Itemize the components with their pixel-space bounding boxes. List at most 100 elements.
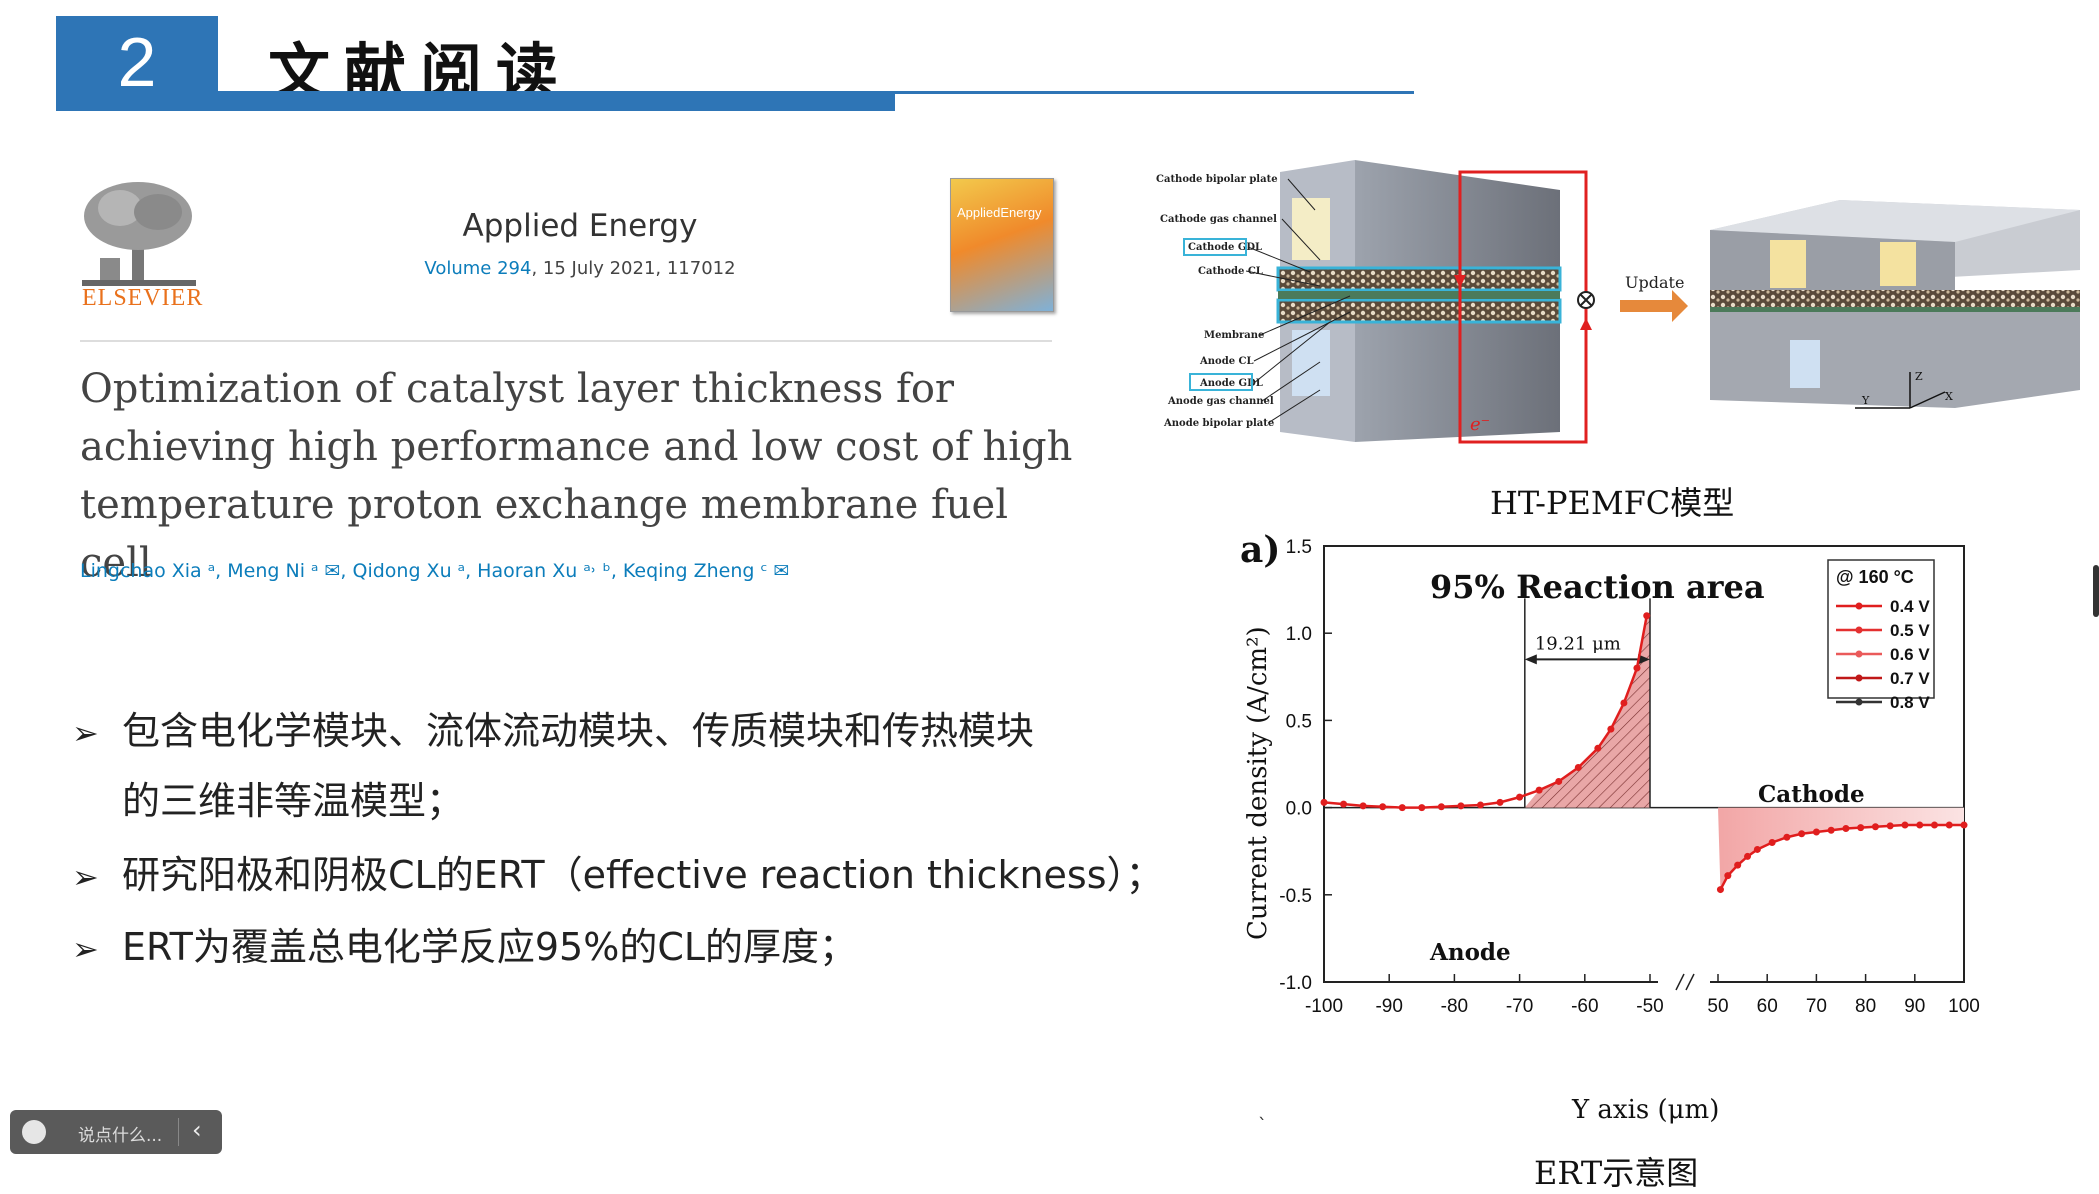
y-tick-label: 0.5 (1286, 711, 1312, 732)
bullet-item: ➢ 包含电化学模块、流体流动模块、传质模块和传热模块 (72, 700, 1034, 755)
axis-break-gap (1658, 978, 1710, 986)
data-point (1724, 872, 1732, 880)
x-tick-label: 100 (1948, 996, 1980, 1017)
ert-arrow-left-icon (1524, 654, 1537, 665)
label-cathode-gdl: Cathode GDL (1188, 242, 1262, 253)
paper-title-line: achieving high performance and low cost … (80, 424, 1073, 470)
axis-break-mark (1675, 973, 1685, 991)
electron-label: e⁻ (1470, 414, 1490, 435)
side-handle[interactable] (2093, 565, 2099, 617)
data-point (1340, 800, 1348, 808)
data-point (1574, 763, 1582, 771)
x-tick-label: -90 (1375, 996, 1402, 1017)
data-point (1716, 886, 1724, 894)
journal-volume: Volume 294, 15 July 2021, 117012 (340, 258, 820, 279)
data-point (1886, 822, 1894, 830)
volume-link[interactable]: Volume 294 (424, 258, 532, 279)
data-point (1535, 786, 1543, 794)
label-cathode-bipolar-plate: Cathode bipolar plate (1156, 174, 1278, 185)
x-tick-label: -100 (1305, 996, 1343, 1017)
x-tick-label: 80 (1855, 996, 1876, 1017)
legend-title: @ 160 °C (1836, 567, 1914, 587)
journal-cover: AppliedEnergy (950, 178, 1054, 312)
data-point (1607, 725, 1615, 733)
card-divider (80, 340, 1052, 342)
bullet-arrow-icon: ➢ (72, 930, 99, 968)
data-point (1783, 833, 1791, 841)
data-point (1744, 852, 1752, 860)
bullet-text: 研究阳极和阴极CL的ERT（effective reaction thickne… (122, 853, 1164, 897)
chevron-left-icon[interactable]: ‹ (192, 1116, 202, 1144)
x-tick-label: -80 (1441, 996, 1468, 1017)
comment-box[interactable]: 说点什么... ‹ (10, 1110, 222, 1154)
y-tick-label: 1.5 (1286, 537, 1312, 558)
label-cathode-gas-channel: Cathode gas channel (1160, 214, 1277, 225)
membrane-layer (1278, 291, 1560, 299)
anode-cl-outline (1276, 298, 1562, 324)
data-point (1842, 825, 1850, 833)
cathode-region-label: Cathode (1758, 781, 1865, 808)
data-point (1753, 845, 1761, 853)
cathode-cl-outline (1276, 266, 1562, 292)
anode-channel (1292, 330, 1330, 396)
legend-marker (1855, 650, 1863, 658)
comment-placeholder[interactable]: 说点什么... (78, 1126, 163, 1146)
emoji-icon[interactable] (22, 1120, 46, 1144)
bullet-text-continued: 的三维非等温模型； (122, 779, 465, 823)
anode-region-label: Anode (1429, 939, 1511, 966)
data-point (1734, 861, 1742, 869)
legend-label: 0.5 V (1890, 621, 1930, 640)
x-tick-label: -50 (1636, 996, 1663, 1017)
author-list[interactable]: Lingchao Xia ᵃ, Meng Ni ᵃ ✉, Qidong Xu ᵃ… (80, 560, 790, 582)
y-tick-label: -0.5 (1279, 886, 1312, 907)
data-point (1359, 802, 1367, 810)
x-tick-label: 70 (1806, 996, 1827, 1017)
legend-marker (1855, 602, 1863, 610)
ert-arrow-right-icon (1638, 654, 1650, 665)
update-arrow-icon (1620, 290, 1688, 322)
panel-label: a) (1240, 529, 1280, 571)
stray-mark: ` (1258, 1115, 1267, 1136)
data-point (1555, 777, 1563, 785)
data-point (1871, 823, 1879, 831)
bullet-arrow-icon: ➢ (72, 858, 99, 896)
data-point (1418, 804, 1426, 812)
anode-shaded-area (1524, 615, 1650, 808)
y-tick-label: 0.0 (1286, 799, 1312, 820)
update-label: Update (1625, 273, 1684, 292)
data-point (1398, 804, 1406, 812)
section-number: 2 (56, 16, 218, 101)
chart-inner-title: 95% Reaction area (1430, 568, 1765, 606)
label-anode-gas-channel: Anode gas channel (1167, 396, 1274, 407)
data-point (1945, 821, 1953, 829)
legend-marker (1855, 698, 1863, 706)
data-point (1476, 801, 1484, 809)
legend-marker (1855, 674, 1863, 682)
label-membrane: Membrane (1204, 330, 1264, 341)
x-tick-label: -60 (1571, 996, 1598, 1017)
axis-z-label: Z (1915, 370, 1923, 383)
anode-cl-layer (1278, 300, 1560, 322)
label-anode-gdl: Anode GDL (1199, 378, 1263, 389)
legend-label: 0.4 V (1890, 597, 1930, 616)
data-point (1827, 826, 1835, 834)
legend-label: 0.8 V (1890, 693, 1930, 712)
cathode-shaded-area (1718, 807, 1964, 890)
data-point (1437, 803, 1445, 811)
paper-title: Optimization of catalyst layer thickness… (80, 360, 1080, 592)
chart-x-label: Y axis (μm) (1571, 1095, 1719, 1125)
data-point (1768, 838, 1776, 846)
label-anode-cl: Anode CL (1199, 356, 1254, 367)
axis-x-label: X (1945, 390, 1953, 403)
ert-chart: a) 19.21 μm 1.5 1.0 0.5 0.0 -0.5 -1.0-100 -90 -8… (1240, 529, 1980, 1125)
cover-label: AppliedEnergy (957, 205, 1042, 220)
paper-title-line: Optimization of catalyst layer thickness… (80, 366, 955, 412)
label-cathode-cl: Cathode CL (1198, 266, 1263, 277)
bullet-item: ➢ 研究阳极和阴极CL的ERT（effective reaction thickn… (72, 844, 1164, 899)
data-point (1379, 803, 1387, 811)
model-caption: HT-PEMFC模型 (1490, 484, 1735, 522)
data-point (1798, 830, 1806, 838)
data-point (1620, 699, 1628, 707)
data-point (1930, 821, 1938, 829)
axis-y-label: Y (1861, 394, 1870, 407)
